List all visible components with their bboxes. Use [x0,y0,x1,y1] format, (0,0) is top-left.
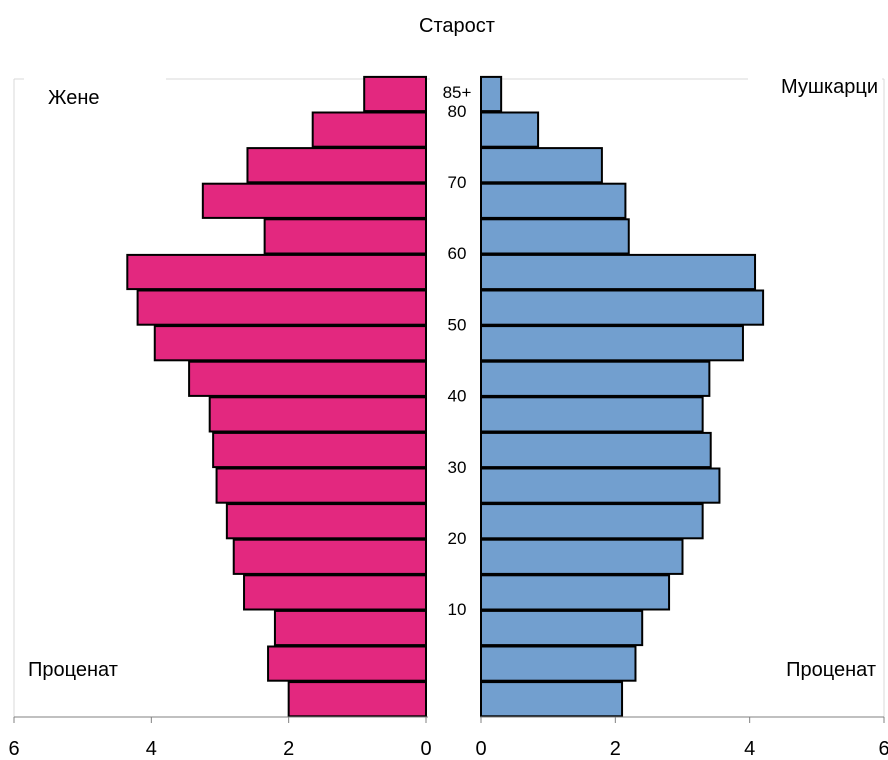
women-bar-45-49 [188,360,427,397]
men-bar-30-34 [480,467,721,504]
men-x-tick-label: 4 [744,738,755,760]
age-tick-label-30: 30 [448,458,467,477]
women-bar-65-69 [263,218,427,255]
women-legend-box [24,78,166,114]
women-bar-80-84 [311,111,428,148]
men-bar-10-14 [480,609,644,647]
men-bar-45-49 [480,360,711,397]
men-x-ticks: 0 2 4 6 [475,717,888,760]
men-bar-40-44 [480,396,704,433]
men-bar-5-9 [480,645,637,682]
women-x-tick-label: 0 [420,738,431,760]
men-panel: Мушкарци Проценат 0 2 4 6 [475,70,888,760]
women-bar-0-4 [287,681,427,718]
women-bars [126,75,428,718]
women-x-axis-label: Проценат [28,659,118,681]
age-tick-label-20: 20 [448,529,467,548]
men-x-tick-label: 2 [610,738,621,760]
men-bar-85+ [480,75,503,113]
women-bar-15-19 [243,574,427,611]
men-xlabel-box [756,650,882,686]
men-bar-55-59 [480,289,765,326]
women-panel: Жене Проценат 0 2 4 6 [8,75,432,760]
women-bar-75-79 [246,147,427,184]
women-bar-60-64 [126,253,428,291]
men-legend-label: Мушкарци [781,76,878,98]
women-x-ticks: 0 2 4 6 [8,717,432,760]
age-tick-label-70: 70 [448,173,467,192]
men-bar-35-39 [480,431,712,469]
women-x-tick-label: 6 [8,738,19,760]
women-x-tick-label: 2 [283,738,294,760]
women-bar-10-14 [273,609,427,647]
men-x-tick-label: 0 [475,738,486,760]
age-tick-label-60: 60 [448,244,467,263]
women-bar-25-29 [225,503,427,540]
men-x-tick-label: 6 [878,738,888,760]
age-tick-label-50: 50 [448,315,467,334]
age-tick-label-80: 80 [448,102,467,121]
women-bar-30-34 [215,467,427,504]
age-tick-label-85plus: 85+ [443,83,472,102]
age-tick-label-10: 10 [448,600,467,619]
men-bar-50-54 [480,325,744,362]
men-bar-65-69 [480,218,630,255]
men-bar-15-19 [480,574,671,611]
women-xlabel-box [24,650,142,686]
women-bar-35-39 [212,431,427,469]
women-bar-40-44 [208,396,427,433]
men-bar-0-4 [480,681,624,718]
women-legend-label: Жене [48,87,100,109]
men-bar-60-64 [480,253,757,291]
men-legend-box [748,70,882,102]
women-x-tick-label: 4 [146,738,157,760]
women-bar-70-74 [201,182,427,219]
men-bar-80-84 [480,111,540,148]
men-bar-20-24 [480,538,684,575]
women-bar-50-54 [153,325,427,362]
men-bar-25-29 [480,503,704,540]
men-x-axis-label: Проценат [786,659,876,681]
men-bar-75-79 [480,147,603,184]
men-bars [480,75,765,718]
women-bar-55-59 [136,289,427,326]
women-bar-20-24 [232,538,427,575]
women-bar-85+ [363,75,428,113]
chart-title: Старост [419,15,495,37]
age-tick-label-40: 40 [448,387,467,406]
women-bar-5-9 [267,645,428,682]
men-bar-70-74 [480,182,627,219]
